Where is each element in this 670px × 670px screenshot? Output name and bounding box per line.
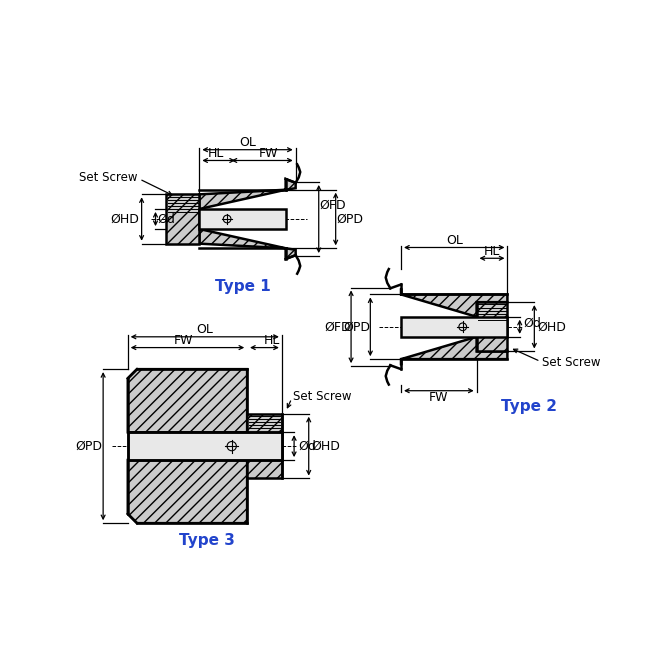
Text: OL: OL	[239, 136, 256, 149]
Polygon shape	[128, 460, 247, 523]
Polygon shape	[200, 209, 285, 229]
Text: ØFD: ØFD	[320, 198, 346, 212]
Polygon shape	[247, 414, 282, 478]
Text: ØPD: ØPD	[343, 320, 370, 333]
Text: Set Screw: Set Screw	[79, 171, 138, 184]
Text: HL: HL	[208, 147, 224, 160]
Text: Type 1: Type 1	[215, 279, 271, 294]
Text: Set Screw: Set Screw	[542, 356, 600, 369]
Polygon shape	[128, 369, 247, 432]
Text: Type 2: Type 2	[501, 399, 557, 413]
Polygon shape	[401, 317, 507, 337]
Polygon shape	[166, 194, 200, 244]
Text: Set Screw: Set Screw	[293, 391, 352, 403]
Text: ØFD: ØFD	[324, 320, 350, 333]
Text: ØHD: ØHD	[537, 320, 565, 333]
Polygon shape	[476, 302, 507, 352]
Text: HL: HL	[264, 334, 280, 347]
Text: Type 3: Type 3	[179, 533, 235, 547]
Text: OL: OL	[446, 234, 463, 247]
Polygon shape	[200, 229, 295, 259]
Text: ØPD: ØPD	[76, 440, 103, 453]
Text: OL: OL	[196, 324, 213, 336]
Text: FW: FW	[429, 391, 449, 404]
Text: Ød: Ød	[158, 212, 176, 226]
Text: FW: FW	[174, 334, 194, 347]
Text: Ød: Ød	[298, 440, 316, 453]
Polygon shape	[128, 432, 282, 460]
Text: Ød: Ød	[523, 317, 541, 330]
Polygon shape	[200, 179, 295, 209]
Text: ØHD: ØHD	[111, 212, 139, 226]
Text: ØHD: ØHD	[312, 440, 340, 453]
Polygon shape	[401, 288, 507, 317]
Polygon shape	[401, 337, 507, 365]
Text: ØPD: ØPD	[336, 212, 363, 226]
Text: FW: FW	[259, 147, 278, 160]
Text: HL: HL	[484, 245, 500, 258]
